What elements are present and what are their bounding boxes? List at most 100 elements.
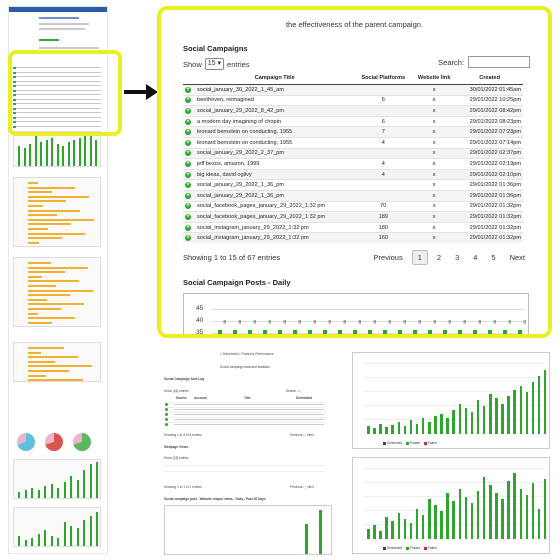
thumbnail-row-marker (13, 98, 16, 101)
page-button-5[interactable]: 5 (491, 253, 496, 262)
cell-campaign-title[interactable]: beethoven, reimagined (195, 94, 355, 106)
table-row[interactable]: + social_january_29_2022_1_36_pm x 29/01/20… (183, 189, 523, 202)
legend-performance: Performance (255, 352, 274, 356)
thumbnail-bar (28, 232, 85, 235)
table-row[interactable]: + social_january_29_2022_1_36_pm x 29/01/20… (183, 179, 523, 191)
table-row[interactable]: + leonard bernstein on conducting, 1955 7 x… (183, 126, 523, 138)
cell-website-link: x (412, 179, 457, 191)
cell-campaign-title[interactable]: jeff bezos, amazon, 1999 (195, 158, 355, 170)
table-row[interactable]: + big ideas, david ogilvy 4 x 29/01/2022 02:… (183, 168, 523, 180)
thumbnail-bar (76, 480, 79, 498)
thumbnail-bar (28, 317, 75, 320)
search-control: Search: (438, 56, 530, 68)
cell-campaign-title[interactable]: social_january_29_2022_1_36_pm (195, 189, 355, 202)
table-row[interactable]: + a modern day imagining of chopin 6 x 29/01… (183, 115, 523, 127)
thumbnail-row-line (13, 121, 101, 122)
cell-campaign-title[interactable]: leonard bernstein on conducting, 1955 (195, 126, 355, 138)
expand-row-icon[interactable]: + (185, 235, 191, 242)
expand-row-icon[interactable]: + (185, 129, 191, 136)
chart-bar (446, 493, 449, 539)
table-row[interactable]: + social_facebook_pages_january_29_2022_1… (183, 211, 523, 223)
expand-row-icon[interactable]: + (185, 224, 191, 231)
cell-campaign-title[interactable]: social_facebook_pages_january_29_2022_1:… (195, 200, 355, 212)
table-row[interactable]: + beethoven, reimagined 6 x 29/01/2022 10:25… (183, 94, 523, 106)
page-button-4[interactable]: 4 (473, 253, 478, 262)
page-button-2[interactable]: 2 (436, 253, 442, 262)
table-row[interactable]: + social_instagram_january_29_2022_1:32 p… (183, 221, 523, 233)
expand-row-icon[interactable]: + (185, 203, 191, 210)
thumbnail-bar (70, 476, 72, 498)
cell-campaign-title[interactable]: social_january_29_2022_8_42_pm (195, 105, 355, 117)
expand-row-icon[interactable]: + (185, 97, 191, 104)
thumbnail-bar (84, 136, 86, 166)
expand-column-header (183, 72, 195, 85)
chart-bar (428, 422, 431, 434)
thumbnail-bar (89, 464, 92, 498)
table-row[interactable]: + social_instagram_january_29_2022_1:32 p… (183, 232, 523, 243)
thumbnail-bar (83, 470, 85, 498)
cell-campaign-title[interactable]: big ideas, david ogilvy (195, 168, 355, 180)
next-page-button[interactable]: Next (509, 253, 525, 262)
cell-social-platforms: 6 (354, 115, 413, 127)
table-row (164, 402, 326, 407)
page-button-3[interactable]: 3 (455, 253, 460, 262)
social-campaigns-table: Campaign Title Social Platforms Website … (183, 72, 523, 243)
thumbnail-bar (63, 522, 66, 546)
thumbnail-bar (83, 520, 85, 546)
bar-data-label: 38 (297, 320, 302, 324)
bar-data-label: 38 (222, 320, 227, 324)
expand-row-icon[interactable]: + (185, 86, 191, 93)
expand-row-cell: + (183, 147, 195, 159)
table-row[interactable]: + social_january_29_2022_8_42_pm x 29/01/20… (183, 105, 523, 117)
chart-bar (543, 370, 547, 434)
column-header-created[interactable]: Created (456, 72, 523, 85)
table-row[interactable]: + leonard bernstein on conducting, 1955 4 x… (183, 136, 523, 149)
arrow-icon (146, 84, 158, 100)
thumbnail-bar (28, 237, 62, 240)
search-input[interactable] (468, 56, 530, 68)
page-button-1[interactable]: 1 (411, 250, 428, 265)
cell-campaign-title[interactable]: social_january_30_2022_1_45_am (195, 84, 355, 96)
column-header-title[interactable]: Campaign Title (195, 72, 355, 85)
expand-row-icon[interactable]: + (185, 139, 191, 146)
chart-bar (464, 497, 468, 539)
expand-row-cell: + (183, 115, 195, 127)
expand-row-icon[interactable]: + (185, 107, 191, 114)
cell-campaign-title[interactable]: a modern day imagining of chopin (195, 115, 355, 127)
chart-bar (415, 509, 419, 539)
page-length-select[interactable]: 15 ▾ (204, 58, 225, 70)
thumbnail-bar (28, 308, 61, 310)
cell-campaign-title[interactable]: leonard bernstein on conducting, 1955 (195, 136, 355, 149)
column-header-platforms[interactable]: Social Platforms (354, 72, 413, 85)
cell-campaign-title[interactable]: social_facebook_pages_january_29_2022_1:… (195, 211, 355, 223)
table-row[interactable]: + social_facebook_pages_january_29_2022_1… (183, 200, 523, 212)
previous-page-button[interactable]: Previous (373, 253, 403, 262)
grid-line (363, 391, 545, 392)
chart-bar (476, 400, 480, 434)
cell-campaign-title[interactable]: social_instagram_january_29_2022_1:32 pm (195, 221, 355, 233)
expand-row-icon[interactable]: + (185, 182, 191, 189)
thumbnail-bar (28, 365, 92, 368)
cell-campaign-title[interactable]: social_january_29_2022_1_36_pm (195, 179, 355, 191)
table-row[interactable]: + social_january_30_2022_1_45_am x 30/01/20… (183, 84, 523, 96)
cell-campaign-title[interactable]: social_january_29_2022_2_37_pm (195, 147, 355, 159)
expand-row-icon[interactable]: + (185, 213, 191, 220)
cell-campaign-title[interactable]: social_instagram_january_29_2022_1:32 pm (195, 232, 355, 243)
expand-row-icon[interactable]: + (185, 118, 191, 125)
cell-created: 29/01/2022 02:37pm (456, 147, 523, 159)
views-chart-title: Social campaign post - Website unique vi… (164, 497, 266, 501)
column-header-website[interactable]: Website link (412, 72, 457, 85)
chart-bar (434, 416, 437, 434)
expand-row-icon[interactable]: + (185, 160, 191, 167)
expand-row-icon[interactable]: + (185, 171, 191, 178)
expand-row-icon[interactable]: + (185, 192, 191, 199)
thumbnail-bar (31, 488, 33, 498)
bar-data-label: 38 (312, 320, 317, 324)
thumbnail-bar (28, 370, 69, 372)
thumbnail-row-line (13, 71, 101, 73)
table-row[interactable]: + jeff bezos, amazon, 1999 4 x 29/01/2022 02… (183, 158, 523, 170)
cell-social-platforms: 7 (354, 126, 413, 138)
chart-bar (379, 531, 382, 539)
expand-row-icon[interactable]: + (185, 150, 191, 157)
table-row[interactable]: + social_january_29_2022_2_37_pm x 29/01/20… (183, 147, 523, 159)
